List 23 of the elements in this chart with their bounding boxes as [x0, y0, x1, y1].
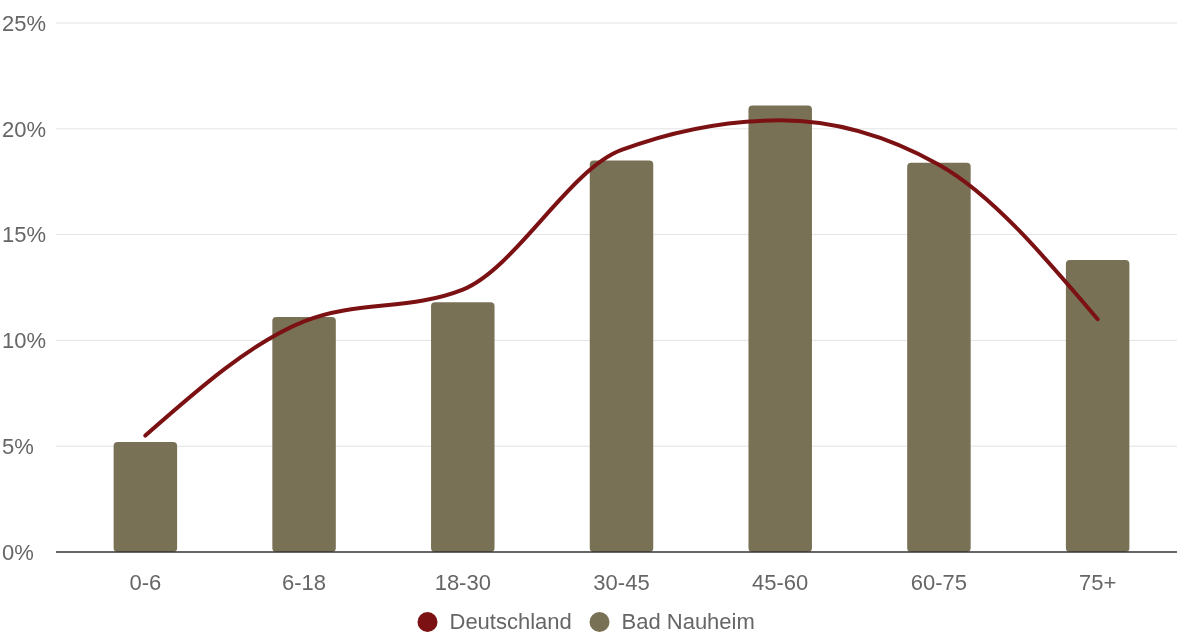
bar: [113, 441, 178, 552]
legend-label: Deutschland: [449, 609, 572, 634]
y-tick-label: 20%: [2, 116, 47, 142]
bar: [431, 302, 495, 552]
x-tick-label: 6-18: [282, 570, 327, 595]
x-tick-label: 45-60: [752, 570, 809, 595]
y-tick-label: 15%: [2, 222, 47, 248]
x-tick-label: 18-30: [434, 570, 491, 595]
y-tick-label: 25%: [2, 10, 47, 36]
x-tick-label: 60-75: [910, 570, 968, 595]
bar: [907, 162, 971, 552]
bar: [589, 160, 654, 552]
x-tick-label: 0-6: [129, 570, 162, 595]
bar: [748, 105, 812, 552]
y-tick-label: 5%: [2, 433, 34, 459]
y-tick-label: 10%: [2, 328, 47, 354]
legend-label: Bad Nauheim: [621, 609, 755, 634]
bar: [272, 317, 336, 552]
y-tick-label: 0%: [2, 539, 34, 565]
x-tick-label: 75+: [1078, 570, 1117, 595]
line-series: [143, 118, 1100, 438]
x-tick-label: 30-45: [593, 570, 650, 595]
bar: [1065, 259, 1130, 552]
